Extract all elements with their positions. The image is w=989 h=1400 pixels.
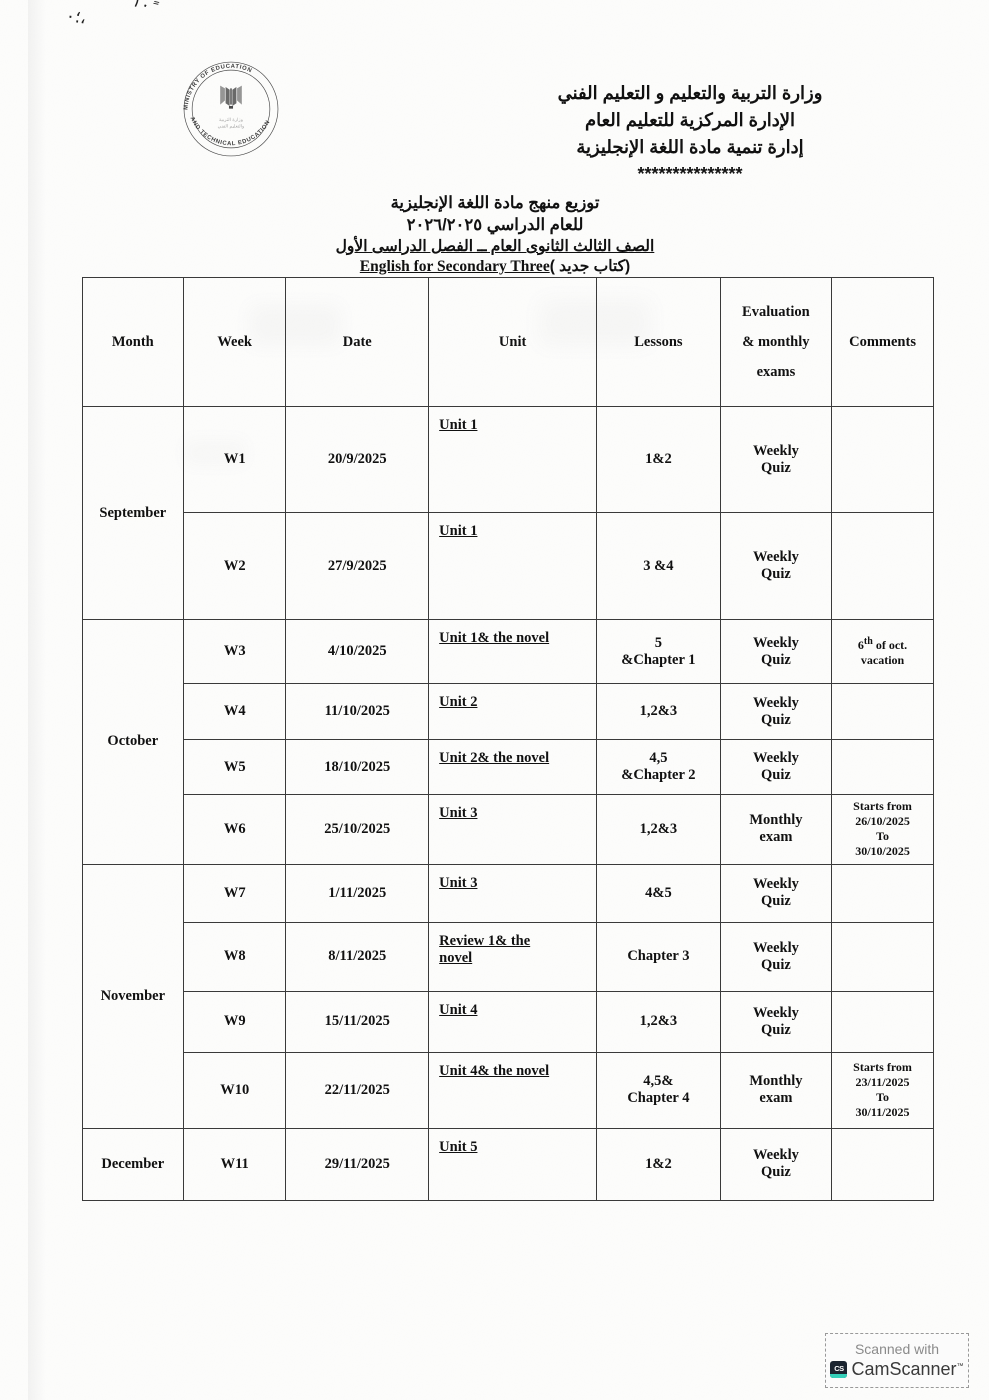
svg-text:MINISTRY OF EDUCATION: MINISTRY OF EDUCATION xyxy=(184,64,253,111)
svg-text:والتعليم الفني: والتعليم الفني xyxy=(218,124,245,130)
svg-text:وزارة التربية: وزارة التربية xyxy=(219,117,244,123)
